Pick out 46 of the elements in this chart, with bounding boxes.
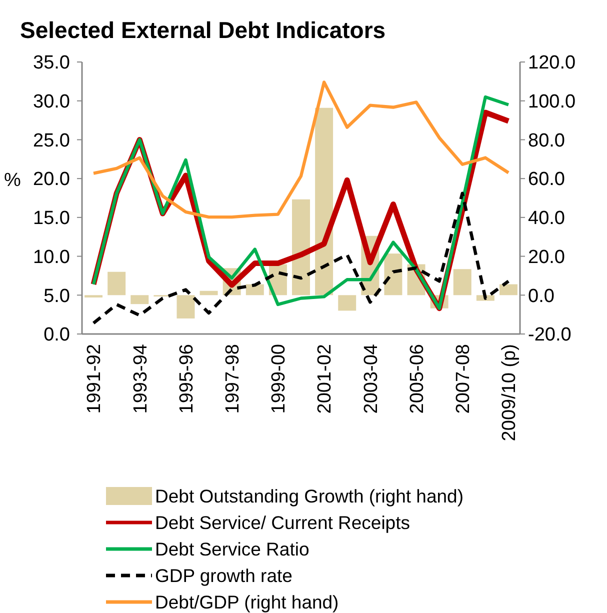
line-series — [92, 192, 510, 325]
legend-label: Debt/GDP (right hand) — [155, 591, 339, 612]
y-tick-label: 15.0 — [33, 208, 70, 230]
bar — [384, 254, 402, 296]
x-tick-label: 2005-06 — [406, 344, 428, 414]
bar — [130, 295, 149, 304]
x-tick-label: 1997-98 — [222, 344, 244, 414]
y-tick-label: 25.0 — [33, 130, 70, 152]
legend-label: GDP growth rate — [155, 564, 292, 586]
y2-tick-label: 60.0 — [528, 169, 565, 190]
x-tick-label: 1993-94 — [130, 344, 152, 414]
y-tick-label: 20.0 — [33, 169, 70, 190]
y-axis-title: % — [4, 170, 21, 191]
y-tick-label: 5.0 — [44, 286, 70, 307]
bar — [315, 108, 334, 296]
legend-label: Debt Service Ratio — [155, 538, 310, 560]
bar — [246, 284, 264, 296]
bar — [200, 290, 218, 296]
y2-tick-label: 40.0 — [528, 208, 565, 230]
y-tick-label: 35.0 — [33, 52, 70, 74]
x-tick-label: 2001-02 — [314, 344, 336, 414]
y2-tick-label: 0.0 — [528, 286, 554, 307]
legend-label: Debt Service/ Current Receipts — [155, 512, 410, 533]
x-tick-label: 2007-08 — [453, 344, 474, 414]
bar — [453, 269, 472, 296]
y2-tick-label: 80.0 — [528, 130, 565, 152]
y-tick-label: 10.0 — [33, 246, 70, 268]
y2-tick-label: 100.0 — [528, 92, 576, 113]
chart-title: Selected External Debt Indicators — [20, 17, 386, 43]
y2-tick-label: 120.0 — [528, 52, 576, 74]
x-tick-label: 2003-04 — [360, 344, 382, 414]
y2-tick-label: -20.0 — [528, 324, 572, 346]
bar — [499, 284, 518, 296]
y2-tick-label: 20.0 — [528, 246, 565, 268]
y-tick-label: 0.0 — [44, 324, 70, 346]
bar — [292, 199, 310, 296]
x-tick-label: 1991-92 — [84, 344, 106, 414]
x-tick-label: 1999-00 — [268, 344, 290, 414]
bar — [338, 295, 356, 311]
line-series — [92, 80, 510, 219]
bar — [108, 272, 126, 296]
legend-label: Debt Outstanding Growth (right hand) — [155, 485, 464, 506]
x-tick-label: 2009/10 (p) — [499, 344, 520, 442]
bar — [176, 295, 195, 318]
y-tick-label: 30.0 — [33, 92, 70, 113]
x-tick-label: 1995-96 — [176, 344, 198, 414]
